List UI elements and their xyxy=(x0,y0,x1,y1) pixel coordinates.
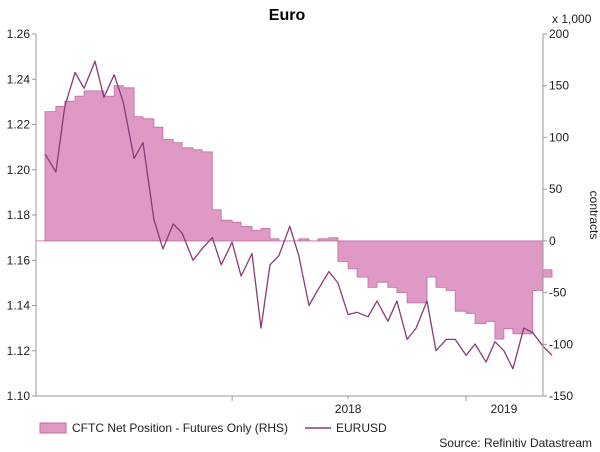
series-area-cftc-net-position xyxy=(44,85,553,340)
left-tick-label: 1.18 xyxy=(7,208,31,222)
right-tick-label: -150 xyxy=(549,389,573,403)
legend-swatch-area xyxy=(39,422,67,434)
left-tick-label: 1.12 xyxy=(7,344,31,358)
x-tick-label: 2018 xyxy=(335,402,362,416)
source-note: Source: Refinitiv Datastream xyxy=(439,436,592,450)
plot-area xyxy=(36,60,553,370)
left-tick-label: 1.26 xyxy=(7,27,31,41)
legend-label-area: CFTC Net Position - Futures Only (RHS) xyxy=(72,421,288,435)
legend-label-line: EURUSD xyxy=(336,421,387,435)
series-line-eurusd xyxy=(44,60,553,370)
x-axis-ticks: 2018 2019 xyxy=(231,396,518,416)
right-tick-label: 100 xyxy=(549,130,569,144)
right-tick-label: 150 xyxy=(549,79,569,93)
right-tick-label: -100 xyxy=(549,337,573,351)
left-tick-label: 1.24 xyxy=(7,72,31,86)
left-tick-label: 1.10 xyxy=(7,389,31,403)
legend: CFTC Net Position - Futures Only (RHS) E… xyxy=(39,421,387,435)
right-axis-label: contracts xyxy=(587,191,600,240)
left-tick-label: 1.20 xyxy=(7,163,31,177)
x-tick-label: 2019 xyxy=(491,402,518,416)
chart-title: Euro xyxy=(269,7,306,24)
left-axis-ticks: 1.10 1.12 1.14 1.16 1.18 1.20 1.22 1.24 1.26 xyxy=(7,27,36,403)
right-tick-label: -50 xyxy=(549,286,567,300)
right-axis-ticks: -150 -100 -50 0 50 100 150 200 xyxy=(543,27,573,403)
right-tick-label: 0 xyxy=(549,234,556,248)
right-tick-label: 200 xyxy=(549,27,569,41)
right-tick-label: 50 xyxy=(549,182,563,196)
left-tick-label: 1.16 xyxy=(7,253,31,267)
left-tick-label: 1.14 xyxy=(7,299,31,313)
right-axis-unit: x 1,000 xyxy=(552,12,592,26)
left-tick-label: 1.22 xyxy=(7,118,31,132)
